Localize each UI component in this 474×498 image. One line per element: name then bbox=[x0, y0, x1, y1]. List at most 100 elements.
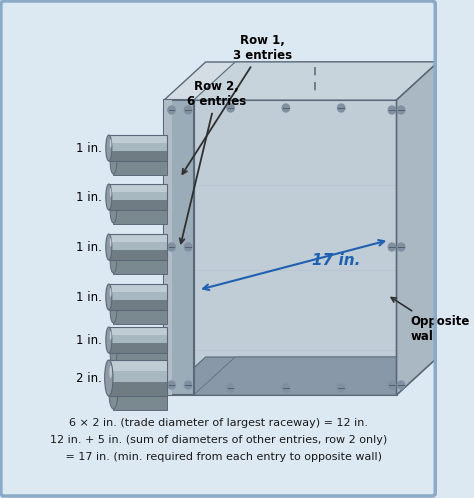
Circle shape bbox=[337, 104, 345, 112]
Circle shape bbox=[282, 384, 290, 392]
Text: = 17 in. (min. required from each entry to opposite wall): = 17 in. (min. required from each entry … bbox=[55, 452, 382, 462]
Text: 1 in.: 1 in. bbox=[75, 191, 101, 204]
Circle shape bbox=[227, 104, 234, 112]
Circle shape bbox=[184, 243, 192, 251]
Ellipse shape bbox=[109, 375, 118, 409]
Text: 1 in.: 1 in. bbox=[75, 141, 101, 154]
Polygon shape bbox=[397, 62, 438, 395]
Polygon shape bbox=[194, 100, 397, 395]
Polygon shape bbox=[194, 62, 438, 100]
Polygon shape bbox=[109, 135, 167, 143]
Circle shape bbox=[168, 106, 175, 114]
Ellipse shape bbox=[106, 284, 112, 310]
Polygon shape bbox=[109, 249, 167, 260]
Bar bbox=[113, 343, 167, 367]
Text: 1 in.: 1 in. bbox=[75, 241, 101, 253]
Bar bbox=[109, 234, 167, 260]
Polygon shape bbox=[109, 284, 167, 310]
Ellipse shape bbox=[105, 360, 113, 396]
Polygon shape bbox=[194, 357, 438, 395]
Polygon shape bbox=[113, 343, 167, 349]
Ellipse shape bbox=[110, 299, 117, 323]
Circle shape bbox=[168, 243, 175, 251]
Polygon shape bbox=[109, 192, 167, 200]
Ellipse shape bbox=[106, 234, 112, 260]
Polygon shape bbox=[109, 184, 167, 192]
Polygon shape bbox=[113, 250, 167, 256]
Polygon shape bbox=[113, 300, 167, 324]
Text: Row 1,
3 entries: Row 1, 3 entries bbox=[182, 34, 292, 174]
Ellipse shape bbox=[110, 139, 111, 148]
Circle shape bbox=[184, 381, 192, 389]
Circle shape bbox=[168, 381, 175, 389]
Polygon shape bbox=[113, 200, 167, 224]
Bar bbox=[109, 184, 167, 210]
Ellipse shape bbox=[110, 331, 111, 340]
Text: 12 in. + 5 in. (sum of diameters of other entries, row 2 only): 12 in. + 5 in. (sum of diameters of othe… bbox=[50, 435, 387, 445]
Polygon shape bbox=[164, 357, 438, 395]
Circle shape bbox=[337, 384, 345, 392]
Polygon shape bbox=[109, 381, 167, 396]
Bar bbox=[109, 135, 167, 161]
Polygon shape bbox=[109, 242, 167, 249]
Polygon shape bbox=[113, 250, 167, 274]
Bar bbox=[109, 360, 167, 396]
Text: 1 in.: 1 in. bbox=[75, 334, 101, 347]
Polygon shape bbox=[109, 184, 167, 210]
Text: 2 in.: 2 in. bbox=[75, 372, 101, 384]
Polygon shape bbox=[164, 62, 438, 100]
Circle shape bbox=[388, 106, 396, 114]
Circle shape bbox=[227, 384, 234, 392]
Ellipse shape bbox=[106, 184, 112, 210]
Polygon shape bbox=[113, 376, 167, 385]
Text: Row 2,
6 entries: Row 2, 6 entries bbox=[180, 80, 246, 244]
Polygon shape bbox=[109, 327, 167, 335]
Ellipse shape bbox=[110, 342, 117, 366]
Polygon shape bbox=[109, 143, 167, 150]
Polygon shape bbox=[109, 234, 167, 242]
Polygon shape bbox=[109, 360, 167, 371]
Polygon shape bbox=[109, 234, 167, 260]
Circle shape bbox=[388, 243, 396, 251]
Bar bbox=[113, 300, 167, 324]
Bar bbox=[113, 151, 167, 175]
Ellipse shape bbox=[110, 249, 117, 273]
Ellipse shape bbox=[110, 150, 117, 174]
Bar bbox=[113, 250, 167, 274]
Polygon shape bbox=[109, 371, 167, 381]
Polygon shape bbox=[109, 150, 167, 161]
Ellipse shape bbox=[106, 327, 112, 353]
Ellipse shape bbox=[110, 288, 111, 297]
Polygon shape bbox=[109, 300, 167, 310]
Text: 6 × 2 in. (trade diameter of largest raceway) = 12 in.: 6 × 2 in. (trade diameter of largest rac… bbox=[69, 418, 368, 428]
Ellipse shape bbox=[110, 238, 111, 247]
Text: 17 in.: 17 in. bbox=[312, 252, 360, 267]
Bar bbox=[113, 376, 167, 410]
Polygon shape bbox=[113, 376, 167, 410]
Polygon shape bbox=[109, 343, 167, 353]
Polygon shape bbox=[109, 135, 167, 161]
Circle shape bbox=[388, 381, 396, 389]
Polygon shape bbox=[109, 335, 167, 343]
Ellipse shape bbox=[110, 199, 117, 223]
Polygon shape bbox=[109, 284, 167, 292]
Circle shape bbox=[397, 381, 405, 389]
Polygon shape bbox=[109, 360, 167, 396]
Polygon shape bbox=[109, 292, 167, 300]
Polygon shape bbox=[109, 327, 167, 353]
Ellipse shape bbox=[106, 135, 112, 161]
Polygon shape bbox=[113, 300, 167, 306]
Ellipse shape bbox=[109, 366, 112, 378]
Circle shape bbox=[397, 106, 405, 114]
Polygon shape bbox=[113, 200, 167, 206]
Bar bbox=[113, 200, 167, 224]
Circle shape bbox=[282, 104, 290, 112]
Polygon shape bbox=[113, 151, 167, 175]
Text: Opposite
wall: Opposite wall bbox=[391, 297, 470, 343]
Polygon shape bbox=[164, 100, 194, 395]
Polygon shape bbox=[109, 200, 167, 210]
Text: 1 in.: 1 in. bbox=[75, 290, 101, 303]
Bar bbox=[109, 284, 167, 310]
Circle shape bbox=[397, 243, 405, 251]
Bar bbox=[109, 327, 167, 353]
